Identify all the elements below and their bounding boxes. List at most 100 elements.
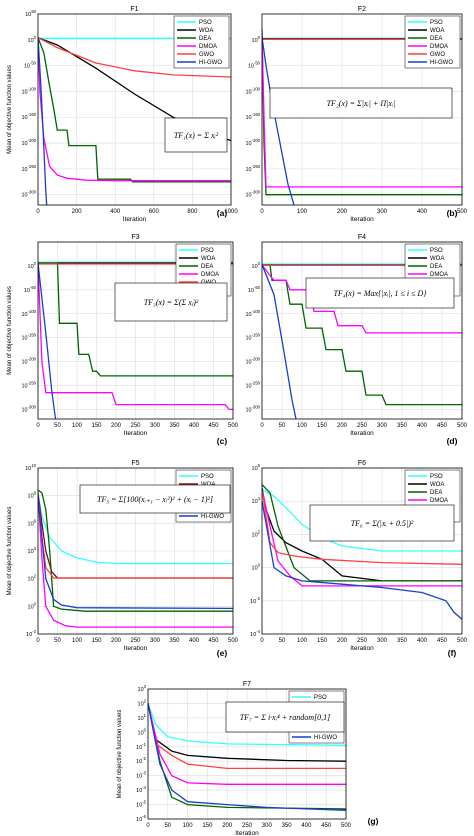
legend-label: PSO <box>430 248 443 254</box>
series-line-dmoa <box>262 489 462 587</box>
formula-box <box>79 484 231 514</box>
x-tick-label: 100 <box>72 638 83 644</box>
axes-frame <box>261 13 463 206</box>
x-tick-label: 350 <box>282 823 293 829</box>
panel-label: (b) <box>447 208 458 218</box>
legend-label: PSO <box>314 695 327 701</box>
x-tick-label: 0 <box>260 638 264 644</box>
formula-text: TF₂(x) = Σ|xᵢ| + Π|xᵢ| <box>327 99 396 108</box>
legend-label: DMOA <box>201 272 219 278</box>
series-line-dea <box>38 262 233 377</box>
legend-label: DMOA <box>430 498 448 504</box>
series-line-hi-gwo <box>38 37 48 205</box>
formula-text: TF₃(x) = Σ(Σ xⱼ)² <box>144 298 199 307</box>
x-tick-label: 350 <box>397 638 408 644</box>
x-tick-label: 400 <box>189 638 200 644</box>
y-tick-label: 10-200 <box>21 138 36 147</box>
y-tick-label: 10-300 <box>21 404 36 413</box>
y-tick-label: 10-200 <box>245 357 260 366</box>
y-tick-label: 102 <box>138 698 147 707</box>
legend-label: DEA <box>430 490 442 496</box>
x-tick-label: 300 <box>150 423 161 429</box>
x-tick-label: 1000 <box>224 209 238 215</box>
x-tick-label: 0 <box>260 209 264 215</box>
legend-label: DEA <box>201 264 213 270</box>
x-tick-label: 0 <box>260 423 264 429</box>
axes-frame <box>147 688 347 820</box>
x-tick-label: 450 <box>208 638 219 644</box>
x-tick-label: 0 <box>36 209 40 215</box>
legend-label: PSO <box>430 20 443 26</box>
x-tick-label: 300 <box>377 423 388 429</box>
chart-title: F4 <box>358 234 366 241</box>
legend-label: WOA <box>430 256 444 262</box>
legend-label: DMOA <box>430 272 448 278</box>
legend-label: HI-GWO <box>201 514 224 520</box>
x-tick-label: 0 <box>146 823 150 829</box>
y-tick-label: 100 <box>252 563 261 572</box>
x-axis-label: Iteration <box>235 830 259 836</box>
x-tick-label: 500 <box>341 823 352 829</box>
chart-panel-2: 0 100 200 300 400 500 100 10-50 10-100 10-150 10-2… <box>245 6 467 223</box>
chart-panel-4: 0 50 100 150 200 250 300 350 400 450 500 100 10-50 10… <box>245 234 467 446</box>
legend-box <box>173 15 230 69</box>
x-tick-label: 500 <box>457 638 468 644</box>
y-tick-label: 10-200 <box>245 138 260 147</box>
y-axis-label: Mean of objective function values <box>7 65 13 154</box>
x-tick-label: 250 <box>357 638 368 644</box>
x-tick-label: 250 <box>130 423 141 429</box>
x-axis-label: Iteration <box>123 216 147 223</box>
panel-label: (d) <box>447 436 458 446</box>
chart-title: F6 <box>358 460 366 467</box>
y-tick-label: 103 <box>138 684 147 693</box>
y-tick-label: 106 <box>28 518 37 527</box>
chart-panel-5: 0 50 100 150 200 250 300 350 400 450 500 1010 108 106… <box>7 460 239 658</box>
panel-label: (f) <box>448 648 457 658</box>
x-tick-label: 450 <box>437 423 448 429</box>
formula-text: TF₆ = Σ(|xᵢ + 0.5|)² <box>351 519 414 528</box>
y-tick-label: 100 <box>252 261 261 270</box>
x-tick-label: 50 <box>279 638 286 644</box>
y-tick-label: 1050 <box>25 9 36 18</box>
formula-box <box>269 87 453 119</box>
legend-label: HI-GWO <box>199 60 222 66</box>
y-tick-label: 10-50 <box>24 61 37 70</box>
x-tick-label: 500 <box>228 423 239 429</box>
legend-label: DMOA <box>430 44 448 50</box>
y-tick-label: 100 <box>28 35 37 44</box>
x-tick-label: 250 <box>242 823 253 829</box>
y-tick-label: 100 <box>28 601 37 610</box>
y-tick-label: 10-100 <box>245 86 260 95</box>
y-tick-label: 1010 <box>25 463 36 472</box>
series-line-dea <box>38 37 231 183</box>
legend-label: WOA <box>430 28 444 34</box>
y-tick-label: 10-2 <box>136 756 147 765</box>
legend-label: DEA <box>430 36 442 42</box>
y-tick-label: 10-5 <box>136 800 147 809</box>
legend-label: DEA <box>199 36 211 42</box>
series-line-pso <box>148 703 346 746</box>
y-axis-label: Mean of objective function values <box>7 507 13 596</box>
x-tick-label: 300 <box>262 823 273 829</box>
legend-box <box>404 15 461 69</box>
y-tick-label: 106 <box>252 463 261 472</box>
y-tick-label: 10-2 <box>26 629 37 638</box>
x-tick-label: 450 <box>321 823 332 829</box>
y-tick-label: 10-250 <box>21 381 36 390</box>
x-tick-label: 150 <box>91 638 102 644</box>
legend-label: PSO <box>201 248 214 254</box>
y-tick-label: 10-200 <box>21 357 36 366</box>
chart-panel-3: 0 50 100 150 200 250 300 350 400 450 500 100 10-50 10… <box>7 234 239 446</box>
x-tick-label: 150 <box>317 423 328 429</box>
x-tick-label: 500 <box>457 209 468 215</box>
x-tick-label: 450 <box>208 423 219 429</box>
panel-label: (a) <box>217 208 228 218</box>
formula-box <box>305 277 455 309</box>
y-tick-label: 10-100 <box>245 309 260 318</box>
x-tick-label: 600 <box>149 209 160 215</box>
axes-frame <box>37 241 234 420</box>
legend-label: GWO <box>199 52 214 58</box>
x-tick-label: 100 <box>183 823 194 829</box>
x-tick-label: 200 <box>337 423 348 429</box>
y-tick-label: 102 <box>28 574 37 583</box>
